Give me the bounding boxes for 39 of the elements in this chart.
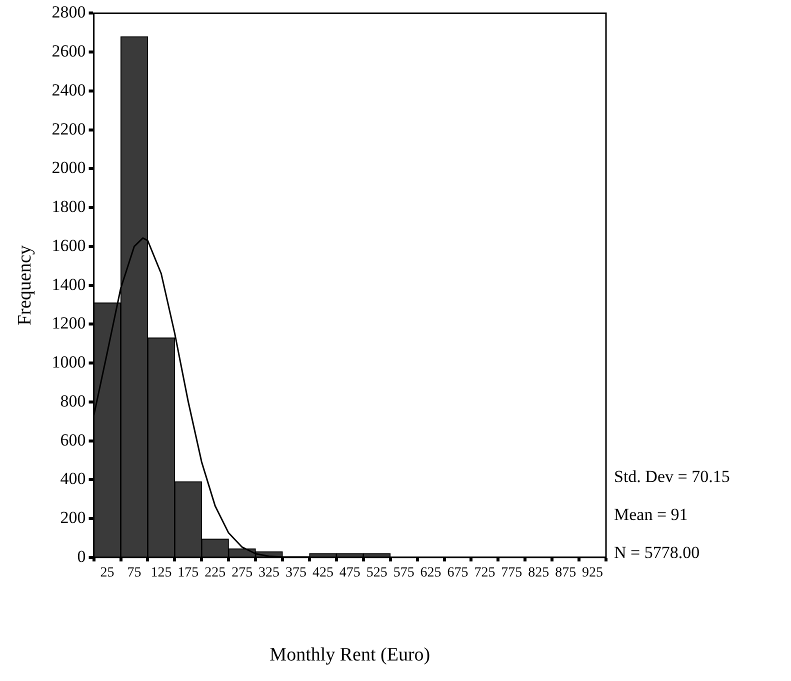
y-tick-label: 200 [60, 508, 86, 527]
y-tick-label: 1000 [52, 352, 86, 372]
x-tick-label: 275 [232, 565, 253, 580]
y-tick-label: 400 [60, 469, 86, 488]
x-tick-label: 575 [393, 565, 414, 580]
x-tick-label: 175 [178, 565, 199, 580]
x-tick-label: 625 [420, 565, 442, 580]
y-tick-label: 1200 [52, 314, 86, 333]
y-tick-label: 1600 [52, 236, 86, 255]
text: Mean = 91 [614, 504, 688, 524]
x-tick-label: 475 [339, 565, 360, 580]
x-tick-label: 725 [474, 565, 496, 580]
x-tick-label: 675 [447, 565, 468, 580]
y-tick-label: 2800 [52, 2, 86, 22]
x-tick-label: 375 [285, 565, 306, 580]
x-tick-label: 875 [555, 565, 576, 580]
y-tick-label: 0 [77, 546, 86, 566]
x-tick-label: 75 [127, 565, 142, 580]
y-tick-label: 1800 [52, 197, 86, 216]
text: N = 5778.00 [614, 542, 700, 562]
y-tick-label: 2400 [52, 80, 86, 100]
x-tick-label: 825 [528, 565, 550, 580]
y-axis-title: Frequency [14, 244, 36, 326]
x-tick-label: 775 [501, 565, 522, 580]
x-tick-label: 125 [150, 565, 172, 580]
y-tick-label: 2600 [52, 42, 86, 61]
x-axis-title: Monthly Rent (Euro) [270, 644, 430, 666]
y-tick-label: 600 [60, 430, 86, 450]
x-tick-label: 925 [582, 565, 604, 580]
x-tick-label: 25 [100, 565, 114, 580]
y-tick-label: 2000 [52, 158, 86, 178]
y-tick-label: 1400 [52, 274, 86, 294]
text: Std. Dev = 70.15 [614, 466, 730, 486]
x-tick-label: 325 [258, 565, 280, 580]
x-tick-label: 425 [312, 565, 334, 580]
y-tick-label: 800 [60, 391, 86, 410]
x-tick-label: 225 [204, 565, 226, 580]
x-tick-label: 525 [366, 565, 388, 580]
y-tick-label: 2200 [52, 119, 86, 138]
